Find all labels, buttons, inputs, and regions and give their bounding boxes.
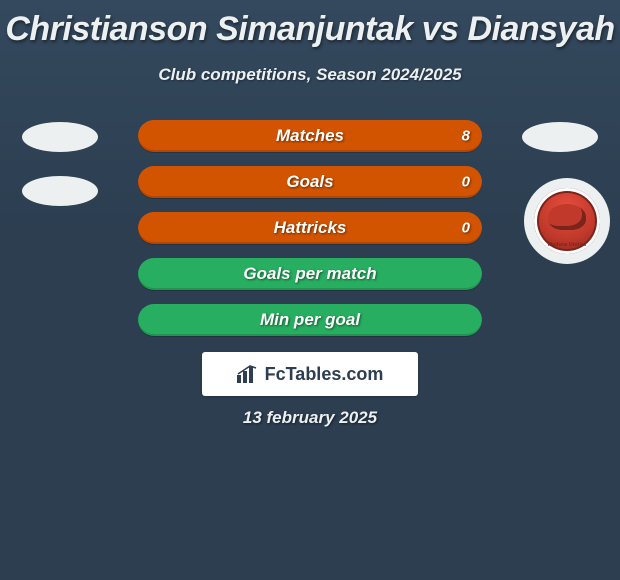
- stat-label: Goals per match: [138, 264, 482, 284]
- right-player-club-badge: Madura United: [524, 178, 610, 264]
- stat-right-value: 0: [462, 220, 470, 237]
- page-subtitle: Club competitions, Season 2024/2025: [0, 65, 620, 85]
- left-player-club-badge: [22, 176, 98, 206]
- stat-label: Goals: [138, 172, 482, 192]
- club-crest-icon: Madura United: [534, 188, 600, 254]
- right-player-avatar: [522, 122, 598, 152]
- stat-bar-goals-per-match: Goals per match: [138, 258, 482, 290]
- stat-right-value: 8: [462, 128, 470, 145]
- footer-date: 13 february 2025: [0, 408, 620, 428]
- stat-label: Min per goal: [138, 310, 482, 330]
- stat-right-value: 0: [462, 174, 470, 191]
- stat-bar-goals: Goals 0: [138, 166, 482, 198]
- stat-bar-min-per-goal: Min per goal: [138, 304, 482, 336]
- stat-label: Hattricks: [138, 218, 482, 238]
- stat-label: Matches: [138, 126, 482, 146]
- brand-text: FcTables.com: [265, 364, 384, 385]
- brand-box: FcTables.com: [202, 352, 418, 396]
- stats-bars: Matches 8 Goals 0 Hattricks 0 Goals per …: [138, 120, 482, 350]
- stat-bar-hattricks: Hattricks 0: [138, 212, 482, 244]
- club-crest-label: Madura United: [534, 242, 600, 248]
- left-player-avatar: [22, 122, 98, 152]
- bar-chart-icon: [237, 365, 259, 383]
- stat-bar-matches: Matches 8: [138, 120, 482, 152]
- page-title: Christianson Simanjuntak vs Diansyah: [0, 0, 620, 49]
